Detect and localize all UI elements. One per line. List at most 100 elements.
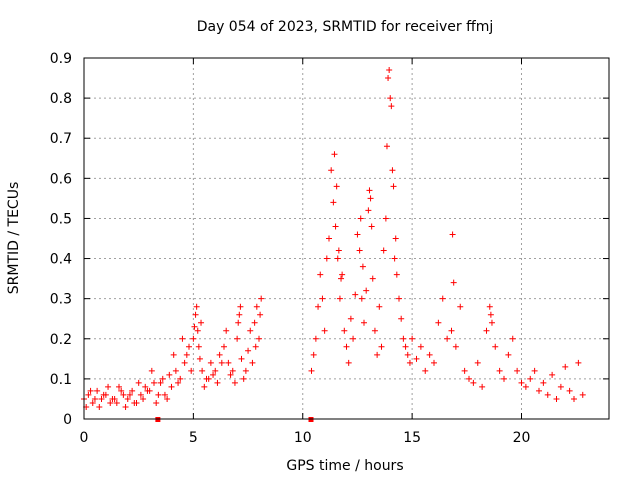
data-point [406, 359, 413, 366]
data-point [237, 303, 244, 310]
data-point [168, 383, 175, 390]
data-point [448, 327, 455, 334]
data-point [540, 379, 547, 386]
data-point [164, 395, 171, 402]
data-point [94, 387, 101, 394]
data-point [201, 383, 208, 390]
data-point [137, 391, 144, 398]
data-point [126, 391, 133, 398]
data-point [181, 359, 188, 366]
data-point [450, 279, 457, 286]
y-tick-label: 0.9 [50, 51, 72, 67]
tick-labels: 0 0.1 0.2 0.3 0.4 0.5 0.6 0.7 0.8 0.9 0 5 10 15 20 [50, 51, 531, 446]
x-axis-label: GPS time / hours [286, 458, 403, 474]
data-point [225, 359, 232, 366]
data-point [129, 387, 136, 394]
y-tick-label: 0 [63, 412, 72, 428]
data-point [330, 199, 337, 206]
data-point [417, 343, 424, 350]
data-point [366, 187, 373, 194]
data-point [544, 391, 551, 398]
data-point [571, 395, 577, 402]
data-point [245, 347, 252, 354]
data-point [231, 379, 238, 386]
data-point [257, 311, 264, 318]
data-point [457, 303, 464, 310]
data-point [223, 327, 230, 334]
data-point [107, 399, 114, 406]
data-point [557, 383, 564, 390]
data-point [323, 255, 330, 262]
data-point [356, 247, 363, 254]
data-point [113, 399, 120, 406]
data-point [579, 391, 586, 398]
data-point [172, 367, 179, 374]
data-point [390, 183, 397, 190]
data-point [527, 375, 534, 382]
data-point [251, 319, 258, 326]
data-point [357, 215, 364, 222]
data-point [135, 379, 142, 386]
data-point [336, 295, 343, 302]
data-point [549, 371, 556, 378]
data-point [328, 167, 335, 174]
data-point [452, 343, 459, 350]
data-point [466, 375, 472, 382]
plot-frame [83, 57, 610, 420]
data-point [496, 367, 503, 374]
x-tick-label: 10 [294, 430, 312, 446]
data-point [109, 395, 116, 402]
data-point [216, 351, 223, 358]
data-point [402, 343, 409, 350]
data-point [315, 303, 322, 310]
data-point [153, 399, 160, 406]
y-tick-label: 0.7 [50, 131, 72, 147]
data-point [175, 379, 182, 386]
data-point [347, 315, 354, 322]
data-point [170, 351, 177, 358]
data-point [105, 383, 112, 390]
data-point [227, 371, 234, 378]
grid [84, 58, 609, 419]
data-point [361, 319, 367, 326]
data-point [118, 387, 125, 394]
data-point [335, 247, 342, 254]
data-point [198, 319, 205, 326]
data-point [371, 327, 378, 334]
data-point [488, 319, 495, 326]
data-point [247, 327, 254, 334]
data-point [378, 343, 385, 350]
y-axis-label: SRMTID / TECUs [6, 182, 22, 295]
y-tick-label: 0.3 [50, 292, 72, 308]
data-point [195, 343, 202, 350]
data-point [155, 391, 162, 398]
data-point [236, 311, 243, 318]
data-point [207, 359, 214, 366]
data-point [522, 383, 529, 390]
x-tick-label: 15 [403, 430, 421, 446]
data-point [352, 291, 359, 298]
data-point [341, 327, 348, 334]
data-point [339, 271, 346, 278]
data-point [166, 371, 173, 378]
data-point [190, 335, 197, 342]
chart-title: Day 054 of 2023, SRMTID for receiver ffm… [197, 19, 494, 35]
data-point [191, 323, 198, 330]
data-point [161, 391, 168, 398]
data-point [196, 355, 203, 362]
data-point [398, 315, 405, 322]
data-point [199, 367, 206, 374]
data-point [505, 351, 512, 358]
data-point [194, 327, 201, 334]
data-point [338, 275, 345, 282]
data-point [388, 103, 395, 110]
data-point [470, 379, 477, 386]
data-point [87, 387, 94, 394]
data-point [120, 391, 127, 398]
data-point [124, 395, 131, 402]
data-point [385, 75, 392, 82]
data-point [575, 359, 582, 366]
data-point [258, 295, 265, 302]
data-point [192, 311, 199, 318]
